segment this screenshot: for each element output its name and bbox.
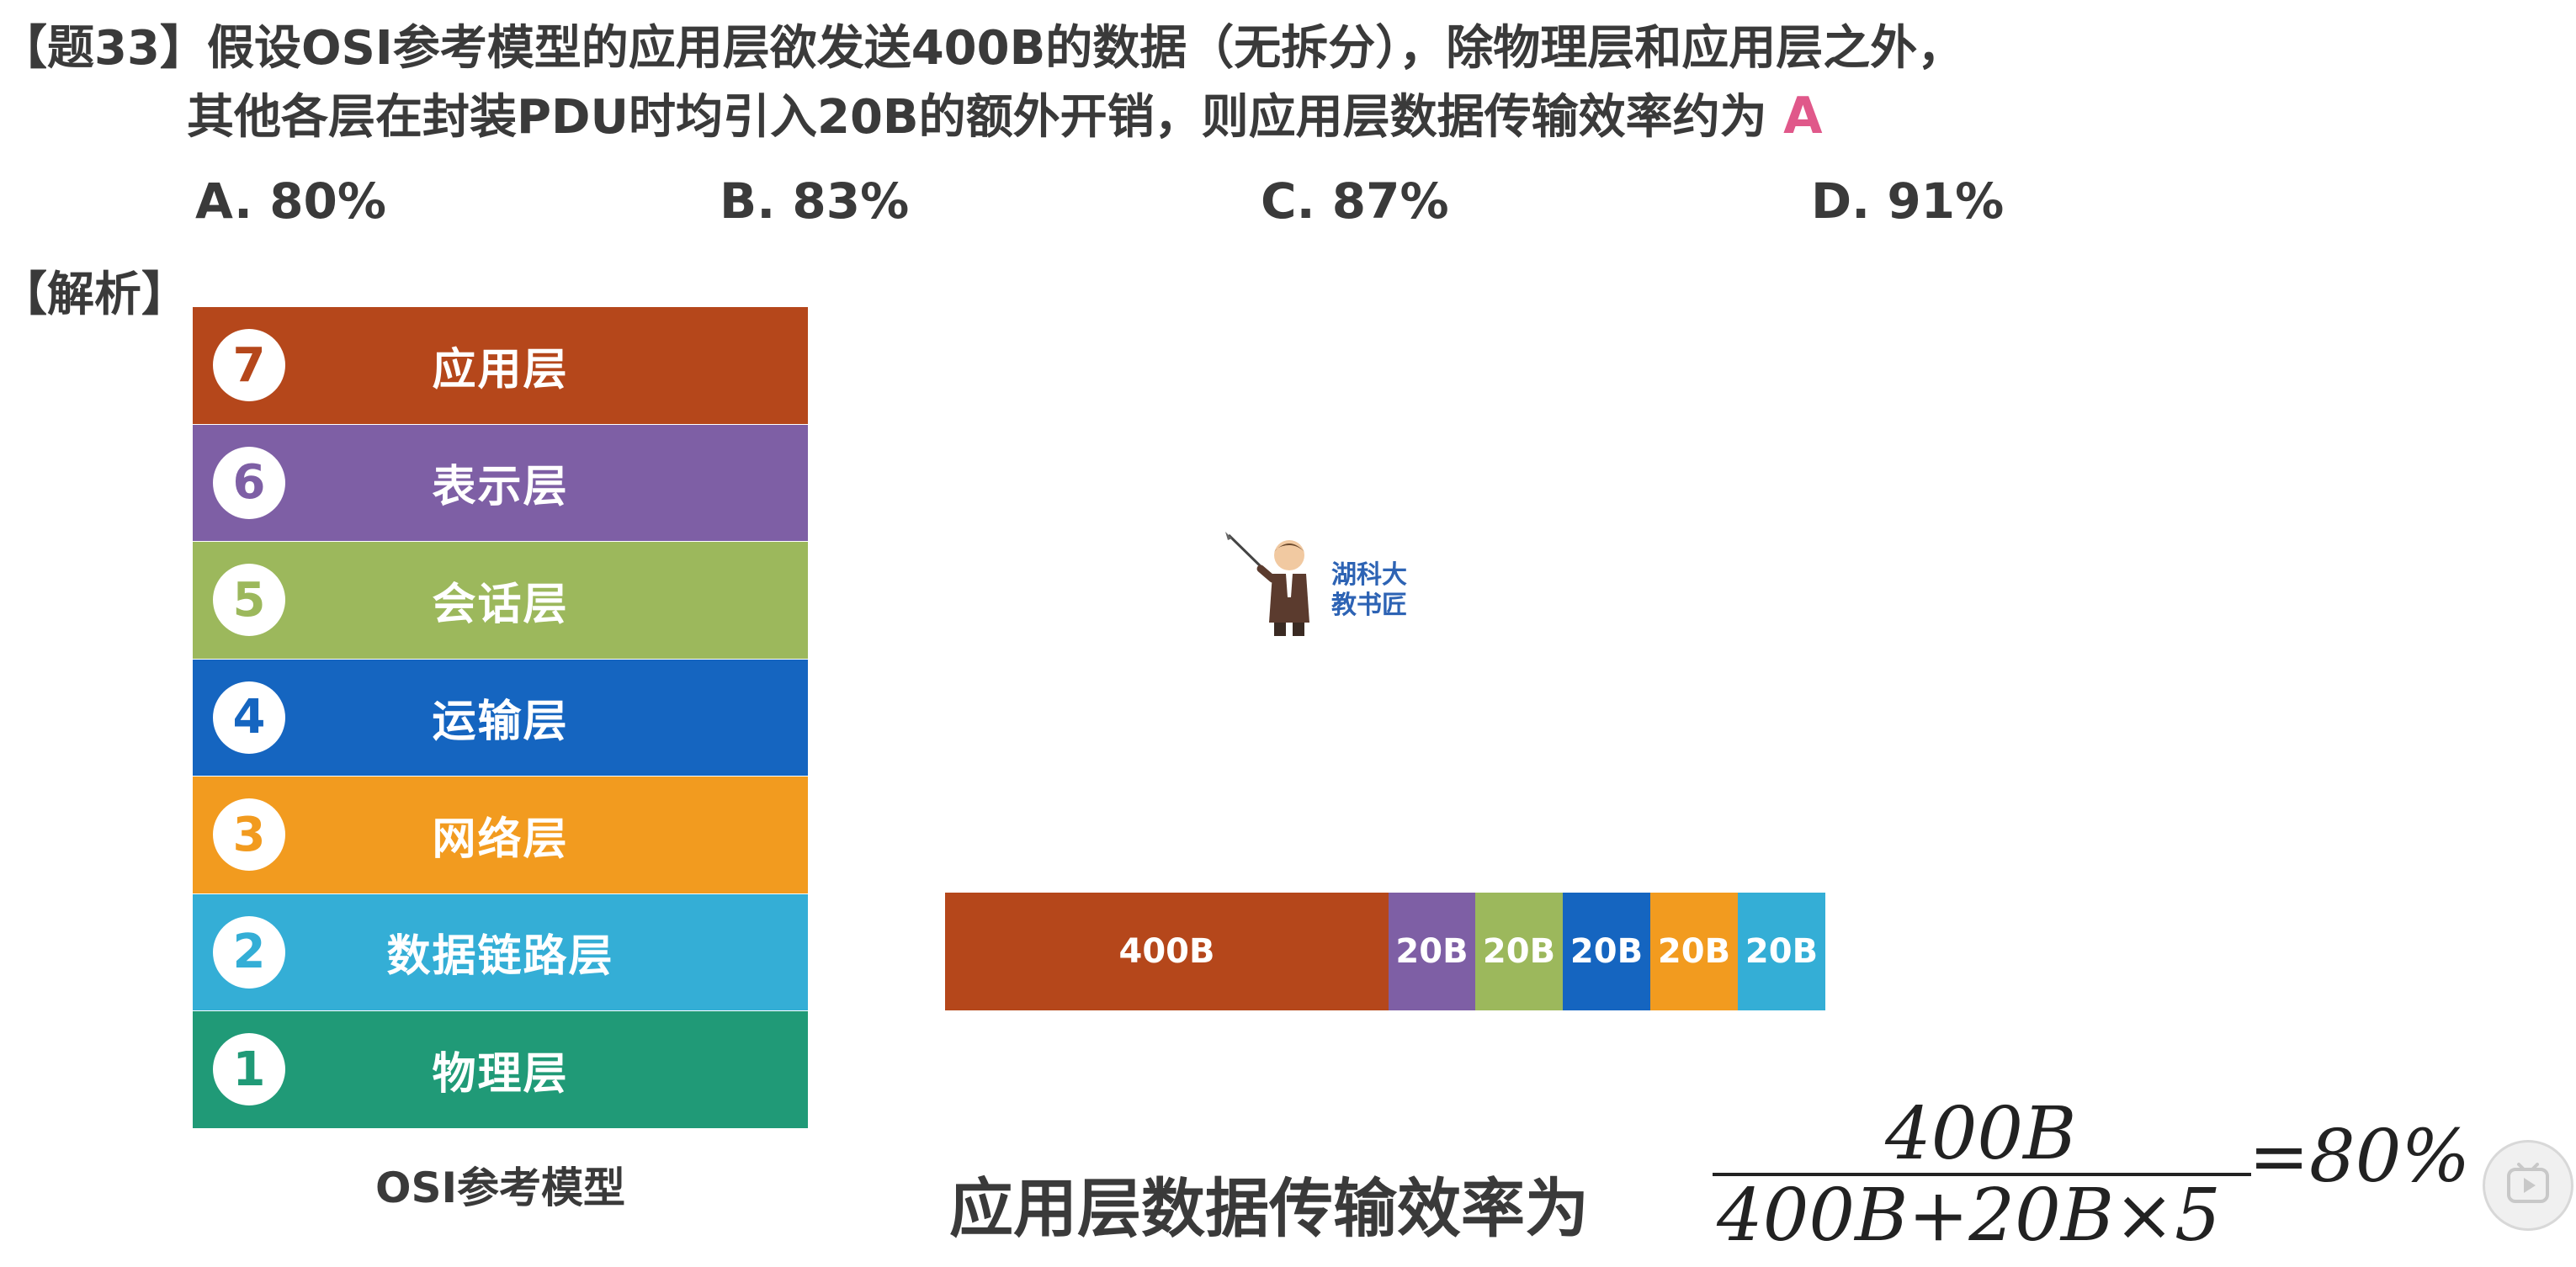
layer-number-badge: 7 [213, 329, 285, 402]
osi-layer-5: 5 会话层 [193, 542, 808, 660]
osi-model-stack: 7 应用层 6 表示层 5 会话层 4 运输层 3 网络层 2 数据链路层 1 … [193, 307, 808, 1129]
layer-name: 网络层 [432, 814, 569, 865]
layer-name: 表示层 [432, 462, 569, 513]
pdu-header-segment: 20B [1650, 893, 1738, 1010]
brand-text: 湖科大 教书匠 [1331, 560, 1407, 621]
osi-layer-6: 6 表示层 [193, 424, 808, 542]
layer-name: 物理层 [432, 1048, 569, 1100]
layer-number-badge: 1 [213, 1033, 285, 1106]
osi-layer-1: 1 物理层 [193, 1011, 808, 1129]
pdu-bar: 400B 20B 20B 20B 20B 20B [945, 893, 1825, 1010]
layer-name: 数据链路层 [386, 931, 614, 983]
efficiency-label: 应用层数据传输效率为 [949, 1171, 1589, 1246]
play-button[interactable] [2483, 1140, 2573, 1231]
question-text-2: 其他各层在封装PDU时均引入20B的额外开销，则应用层数据传输效率约为 [187, 90, 1767, 145]
play-icon [2507, 1163, 2549, 1203]
pdu-header-segment: 20B [1563, 893, 1650, 1010]
teacher-figure: 湖科大 教书匠 [1220, 530, 1422, 639]
question-tag: 【题33】 [0, 21, 207, 76]
question-line-2: 其他各层在封装PDU时均引入20B的额外开销，则应用层数据传输效率约为 A [187, 79, 1823, 147]
fraction-bar [1713, 1173, 2251, 1176]
teacher-icon [1225, 532, 1309, 636]
option-d: D. 91% [1811, 172, 2005, 230]
answer-letter: A [1783, 87, 1823, 146]
layer-number-badge: 4 [213, 681, 285, 754]
pdu-header-segment: 20B [1389, 893, 1475, 1010]
pdu-header-segment: 20B [1738, 893, 1825, 1010]
layer-number-badge: 3 [213, 798, 285, 872]
option-b: B. 83% [720, 172, 910, 230]
layer-name: 运输层 [432, 697, 569, 748]
layer-number-badge: 5 [213, 564, 285, 637]
layer-number-badge: 2 [213, 915, 285, 989]
brand-line-1: 湖科大 [1331, 560, 1407, 590]
layer-number-badge: 6 [213, 446, 285, 519]
osi-caption: OSI参考模型 [374, 1164, 626, 1212]
layer-name: 应用层 [432, 344, 569, 395]
question-line-1: 【题33】假设OSI参考模型的应用层欲发送400B的数据（无拆分），除物理层和应… [0, 10, 1964, 78]
fraction-numerator: 400B [1885, 1092, 2077, 1176]
brand-line-2: 教书匠 [1331, 591, 1407, 620]
question-text-1: 假设OSI参考模型的应用层欲发送400B的数据（无拆分），除物理层和应用层之外， [206, 21, 1965, 76]
fraction-denominator: 400B+20B×5 [1717, 1174, 2221, 1258]
osi-layer-2: 2 数据链路层 [193, 893, 808, 1011]
option-c: C. 87% [1261, 172, 1449, 230]
osi-layer-3: 3 网络层 [193, 777, 808, 894]
pdu-data-segment: 400B [945, 893, 1389, 1010]
layer-name: 会话层 [432, 579, 569, 630]
osi-layer-7: 7 应用层 [193, 307, 808, 425]
analysis-label: 【解析】 [0, 268, 189, 322]
pdu-header-segment: 20B [1475, 893, 1563, 1010]
efficiency-result: =80% [2249, 1115, 2471, 1199]
osi-layer-4: 4 运输层 [193, 659, 808, 777]
option-a: A. 80% [195, 172, 387, 230]
